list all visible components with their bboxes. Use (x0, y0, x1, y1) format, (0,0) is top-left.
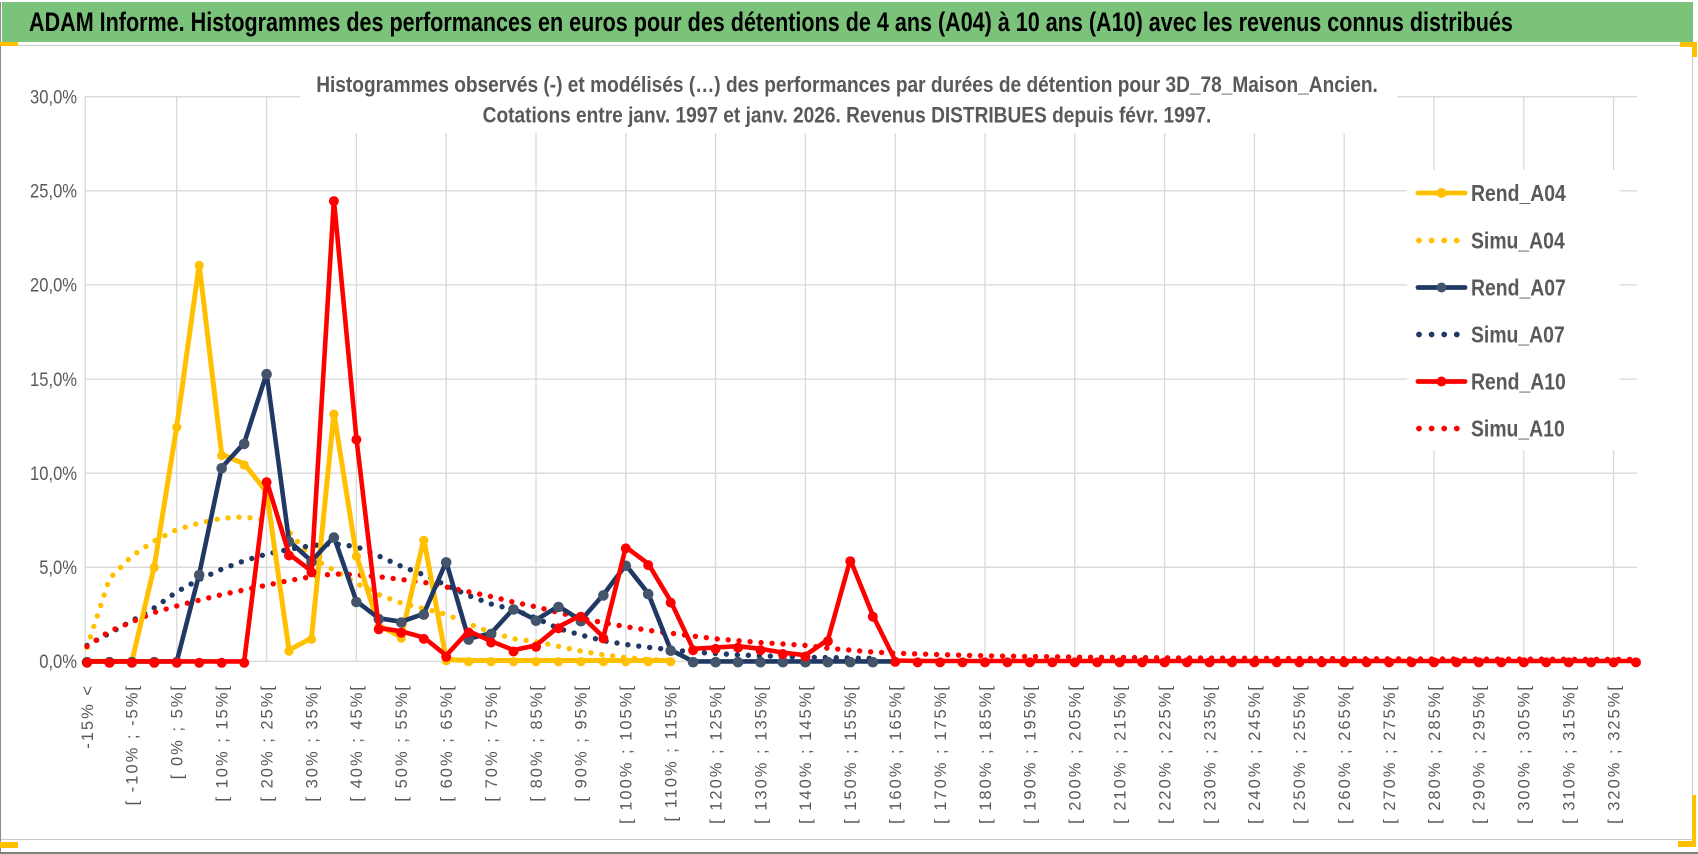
svg-text:[ 260% ; 265%[: [ 260% ; 265%[ (1336, 684, 1354, 824)
svg-text:[ 300% ; 305%[: [ 300% ; 305%[ (1516, 684, 1534, 824)
svg-text:[ 240% ; 245%[: [ 240% ; 245%[ (1246, 684, 1264, 824)
svg-text:Rend_A07: Rend_A07 (1471, 275, 1566, 301)
svg-text:[ 80% ; 85%[: [ 80% ; 85%[ (528, 684, 546, 802)
svg-text:20,0%: 20,0% (30, 274, 77, 296)
svg-text:[ 280% ; 285%[: [ 280% ; 285%[ (1426, 684, 1444, 824)
svg-text:Simu_A07: Simu_A07 (1471, 322, 1565, 348)
svg-text:[ 10% ; 15%[: [ 10% ; 15%[ (214, 684, 232, 802)
svg-text:15,0%: 15,0% (30, 369, 77, 391)
svg-text:[ 180% ; 185%[: [ 180% ; 185%[ (977, 684, 995, 824)
svg-text:[ 140% ; 145%[: [ 140% ; 145%[ (797, 684, 815, 824)
svg-text:[ 60% ; 65%[: [ 60% ; 65%[ (438, 684, 456, 802)
svg-text:Rend_A04: Rend_A04 (1471, 180, 1566, 206)
svg-text:[ 250% ; 255%[: [ 250% ; 255%[ (1291, 684, 1309, 824)
svg-text:Cotations entre janv. 1997 et: Cotations entre janv. 1997 et janv. 2026… (483, 103, 1212, 128)
svg-text:30,0%: 30,0% (30, 86, 77, 108)
svg-text:[ 70% ; 75%[: [ 70% ; 75%[ (483, 684, 501, 802)
svg-text:[ 170% ; 175%[: [ 170% ; 175%[ (932, 684, 950, 824)
svg-text:[ 20% ; 25%[: [ 20% ; 25%[ (258, 684, 276, 802)
svg-text:[ 230% ; 235%[: [ 230% ; 235%[ (1201, 684, 1219, 824)
svg-text:25,0%: 25,0% (30, 180, 77, 202)
svg-text:[ 270% ; 275%[: [ 270% ; 275%[ (1381, 684, 1399, 824)
svg-text:[ 30% ; 35%[: [ 30% ; 35%[ (303, 684, 321, 802)
svg-text:Histogrammes observés (-) et m: Histogrammes observés (-) et modélisés (… (316, 73, 1378, 98)
svg-text:5,0%: 5,0% (39, 557, 77, 579)
svg-text:[ 160% ; 165%[: [ 160% ; 165%[ (887, 684, 905, 824)
svg-text:[ 290% ; 295%[: [ 290% ; 295%[ (1471, 684, 1489, 824)
svg-text:[ 150% ; 155%[: [ 150% ; 155%[ (842, 684, 860, 824)
svg-text:[ 40% ; 45%[: [ 40% ; 45%[ (348, 684, 366, 802)
svg-text:10,0%: 10,0% (30, 463, 77, 485)
svg-text:[ 0% ; 5%[: [ 0% ; 5%[ (169, 684, 187, 779)
svg-text:[ 320% ; 325%[: [ 320% ; 325%[ (1605, 684, 1623, 824)
svg-text:[ 100% ; 105%[: [ 100% ; 105%[ (618, 684, 636, 824)
svg-text:Simu_A04: Simu_A04 (1471, 228, 1565, 254)
svg-text:[ 200% ; 205%[: [ 200% ; 205%[ (1067, 684, 1085, 824)
svg-text:[ -10% ; -5%[: [ -10% ; -5%[ (124, 684, 142, 805)
svg-text:[ 50% ; 55%[: [ 50% ; 55%[ (393, 684, 411, 802)
svg-text:[ 110% ; 115%[: [ 110% ; 115%[ (663, 684, 681, 821)
svg-text:[ 90% ; 95%[: [ 90% ; 95%[ (573, 684, 591, 802)
svg-text:[ 120% ; 125%[: [ 120% ; 125%[ (707, 684, 725, 824)
svg-text:-15% <: -15% < (79, 684, 97, 749)
svg-text:[ 220% ; 225%[: [ 220% ; 225%[ (1156, 684, 1174, 824)
svg-text:[ 190% ; 195%[: [ 190% ; 195%[ (1022, 684, 1040, 824)
svg-text:Rend_A10: Rend_A10 (1471, 369, 1566, 395)
svg-text:[ 310% ; 315%[: [ 310% ; 315%[ (1561, 684, 1579, 824)
svg-text:[ 130% ; 135%[: [ 130% ; 135%[ (752, 684, 770, 824)
svg-text:0,0%: 0,0% (39, 651, 77, 673)
svg-text:[ 210% ; 215%[: [ 210% ; 215%[ (1112, 684, 1130, 824)
svg-text:Simu_A10: Simu_A10 (1471, 416, 1565, 442)
